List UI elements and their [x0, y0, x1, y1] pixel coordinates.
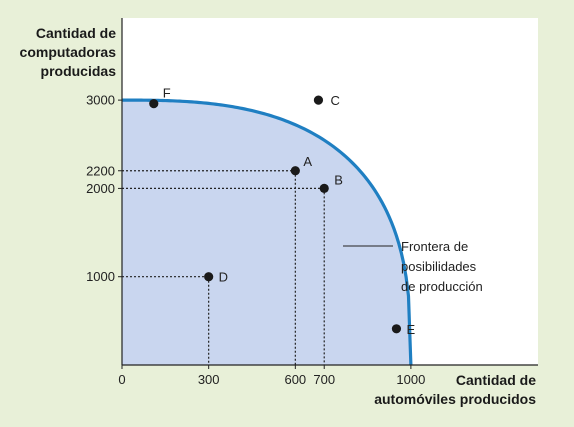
point-label-e: E: [406, 322, 415, 337]
y-tick-label: 2200: [86, 163, 115, 178]
point-label-d: D: [219, 270, 228, 285]
point-label-c: C: [330, 93, 339, 108]
point-label-a: A: [303, 154, 312, 169]
x-tick-label: 700: [313, 372, 335, 387]
point-c: [313, 95, 324, 105]
point-f: [149, 99, 159, 109]
point-a: [290, 166, 300, 176]
point-label-b: B: [334, 172, 343, 187]
point-e: [391, 324, 402, 334]
y-axis-label-line: producidas: [40, 63, 116, 79]
x-tick-label: 0: [118, 372, 125, 387]
frontier-annotation-line: de producción: [401, 279, 483, 294]
y-tick-label: 3000: [86, 93, 115, 108]
frontier-curve: [122, 98, 413, 366]
frontier-annotation-line: Frontera de: [401, 239, 468, 254]
point-b: [319, 183, 329, 194]
x-axis-label: Cantidad de automóviles producidos: [356, 371, 536, 409]
x-tick-label: 1000: [396, 372, 425, 387]
x-tick-label: 300: [198, 372, 220, 387]
y-axis-label: Cantidad de computadoras producidas: [6, 24, 116, 81]
x-axis-label-line: automóviles producidos: [374, 391, 536, 407]
y-tick-label: 2000: [86, 181, 115, 196]
feasible-region: [122, 100, 411, 366]
x-axis-label-line: Cantidad de: [455, 372, 536, 388]
x-tick-label: 600: [284, 372, 306, 387]
point-d: [204, 272, 214, 282]
y-axis-label-line: computadoras: [19, 44, 116, 60]
y-tick-label: 1000: [86, 269, 115, 284]
point-label-f: F: [163, 86, 171, 101]
frontier-annotation-line: posibilidades: [401, 259, 477, 274]
y-axis-label-line: Cantidad de: [35, 25, 116, 41]
